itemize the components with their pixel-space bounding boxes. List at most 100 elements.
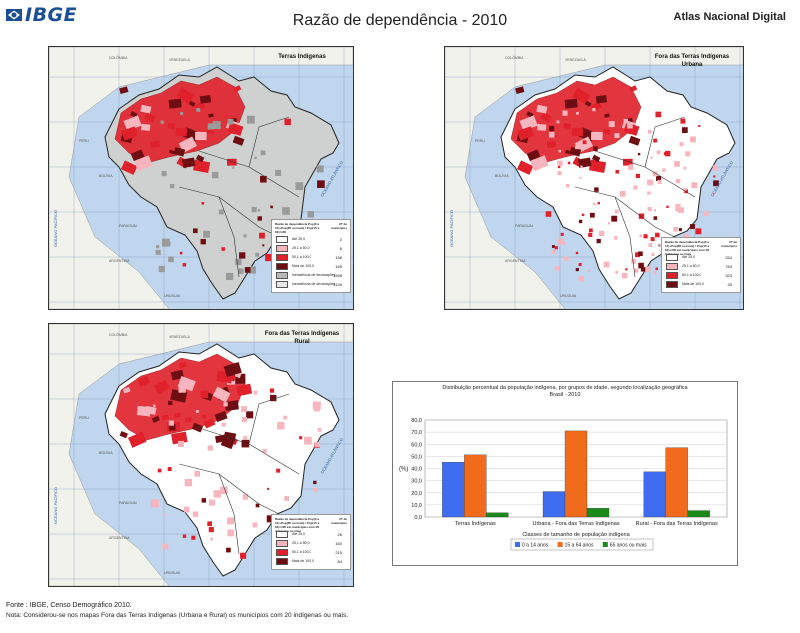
legend-label: Mais de 100,0: [682, 282, 704, 286]
municipality-patch: [150, 499, 159, 508]
territory-patch: [572, 87, 591, 105]
y-tick-label: 0,0: [414, 515, 422, 521]
municipality-patch: [597, 201, 600, 205]
municipality-patch: [556, 120, 560, 124]
municipality-patch: [255, 503, 260, 508]
municipality-patch: [200, 238, 206, 245]
municipality-patch: [161, 171, 167, 177]
territory-patch: [517, 126, 534, 141]
municipality-patch: [594, 187, 599, 192]
territory-patch: [233, 85, 242, 93]
legend-label: Inexistência de declarações de indígenas…: [292, 273, 336, 277]
legend-count: 215: [335, 549, 342, 555]
municipality-patch: [158, 265, 165, 273]
territory-patch: [173, 147, 186, 157]
territory-patch: [145, 405, 157, 415]
legend-entry: 15 a 64 anos: [565, 543, 594, 549]
municipality-patch: [603, 261, 610, 268]
legend-count: 160: [335, 540, 342, 546]
municipality-patch: [638, 262, 644, 269]
municipality-patch: [640, 267, 646, 272]
territory-patch: [173, 412, 182, 419]
municipality-patch: [592, 107, 596, 112]
legend-swatch: [602, 542, 608, 547]
municipality-patch: [633, 185, 638, 190]
legend-swatch: [666, 253, 678, 261]
territory-patch: [537, 123, 547, 131]
municipality-patch: [153, 404, 156, 408]
municipality-patch: [259, 232, 265, 239]
legend-count: 33: [727, 281, 732, 287]
municipality-patch: [284, 118, 291, 126]
municipality-patch: [155, 249, 161, 255]
state-border: [644, 116, 686, 168]
municipality-patch: [623, 118, 629, 124]
municipality-patch: [565, 183, 570, 188]
territory-patch: [167, 122, 176, 130]
territory-patch: [628, 135, 641, 146]
municipality-patch: [169, 183, 175, 189]
territory-patch: [526, 111, 534, 118]
legend-count: 26: [337, 531, 342, 537]
territory-patch: [151, 415, 161, 424]
legend-swatch: [276, 280, 288, 288]
municipality-patch: [168, 424, 176, 431]
municipality-patch: [248, 266, 257, 274]
map-legend: Razão de dependência Pop(0 a 14)+Pop(65 …: [271, 514, 351, 570]
municipality-patch: [554, 135, 558, 138]
municipality-patch: [221, 422, 226, 427]
municipality-patch: [557, 171, 562, 176]
territory-patch: [212, 386, 231, 403]
territory-patch: [168, 149, 175, 155]
municipality-patch: [208, 527, 214, 533]
municipality-patch: [178, 440, 184, 447]
territory-patch: [153, 379, 170, 395]
territory-patch: [191, 422, 204, 433]
territory-patch: [119, 86, 129, 94]
state-border: [614, 196, 676, 238]
legend-count: 254: [725, 254, 732, 260]
source-text: Fonte : IBGE, Censo Demográfico 2010.: [6, 602, 132, 609]
territory-patch: [588, 159, 607, 174]
municipality-patch: [581, 213, 585, 217]
municipality-patch: [276, 468, 281, 473]
municipality-patch: [212, 121, 221, 130]
y-tick-label: 20,0: [411, 491, 422, 497]
bar: [665, 447, 688, 518]
x-tick-label: Urbana - Fora das Terras Indígenas: [532, 521, 619, 527]
municipality-patch: [647, 206, 652, 212]
legend-row: Inexistência de declarações de indígenas…: [276, 280, 346, 288]
municipality-patch: [260, 150, 266, 156]
municipality-patch: [270, 394, 277, 402]
municipality-patch: [615, 169, 620, 174]
territory-patch: [516, 160, 534, 175]
municipality-patch: [225, 272, 234, 281]
country-label: COLÔMBIA: [505, 55, 524, 60]
map-canvas: OCEANO PACÍFICO OCEANO ATLÂNTICO COLÔMBIA V…: [49, 324, 353, 586]
territory-patch: [228, 375, 236, 382]
legend-count: 323: [725, 272, 732, 278]
legend-row: Mais de 100,0 165: [276, 262, 346, 270]
municipality-patch: [304, 436, 312, 445]
municipality-patch: [675, 178, 681, 184]
territory-patch: [203, 417, 216, 429]
municipality-patch: [254, 156, 257, 160]
municipality-patch: [227, 517, 235, 525]
municipality-patch: [191, 535, 196, 540]
municipality-patch: [691, 182, 698, 189]
municipality-patch: [244, 267, 251, 273]
legend-swatch: [666, 280, 678, 288]
municipality-patch: [313, 405, 320, 412]
municipality-patch: [695, 228, 702, 235]
legend-count: 165: [335, 263, 342, 269]
territory-patch: [175, 127, 188, 137]
legend-count: 6: [339, 245, 342, 251]
municipality-patch: [201, 201, 205, 205]
legend-swatch: [557, 542, 563, 547]
municipality-patch: [619, 190, 626, 197]
territory-patch: [168, 98, 182, 109]
municipality-patch: [713, 175, 716, 178]
legend-swatch: [276, 548, 288, 556]
municipality-patch: [599, 230, 605, 237]
municipality-patch: [664, 150, 671, 157]
